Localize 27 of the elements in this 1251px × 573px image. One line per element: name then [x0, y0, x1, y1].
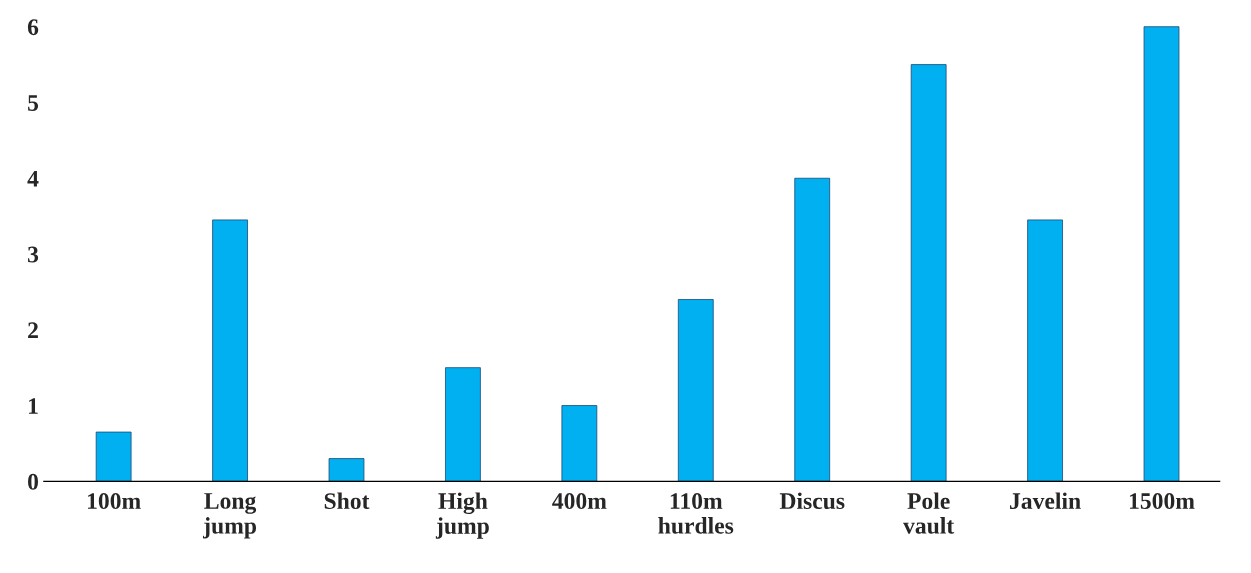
x-tick-label: High jump [435, 492, 489, 539]
bar [910, 64, 947, 482]
y-tick-label: 5 [28, 95, 39, 111]
x-tick-label: 400m [552, 493, 607, 510]
bar [212, 219, 248, 482]
bar [328, 458, 365, 482]
bar [794, 177, 831, 482]
y-tick-label: 0 [28, 473, 39, 490]
x-tick-label: Shot [324, 492, 370, 510]
x-tick-label: 1500m [1129, 493, 1195, 510]
x-tick-label: Pole vault [903, 492, 955, 534]
bar [445, 367, 481, 482]
y-tick-label: 4 [27, 170, 39, 187]
x-tick-label: Discus [779, 492, 845, 510]
x-tick-label: Long jump [202, 493, 257, 539]
y-tick-label: 2 [28, 322, 38, 338]
x-tick-label: Javelin [1010, 492, 1081, 510]
y-tick-label: 1 [29, 398, 38, 414]
x-tick-label: 110m hurdles [658, 493, 734, 534]
y-tick-label: 6 [27, 19, 39, 36]
bar [677, 299, 714, 482]
bar [1143, 26, 1180, 482]
bar [561, 405, 598, 482]
bar [1027, 219, 1063, 482]
bar [95, 431, 132, 482]
y-tick-label: 3 [28, 246, 39, 263]
x-tick-label: 100m [87, 493, 141, 510]
